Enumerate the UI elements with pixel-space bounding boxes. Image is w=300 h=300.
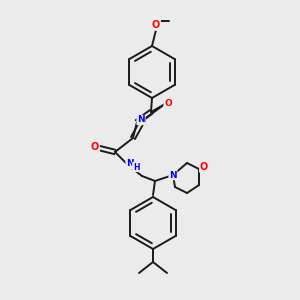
Text: O: O [91,142,99,152]
Text: N: N [126,160,134,169]
Text: H: H [133,163,139,172]
Text: O: O [200,162,208,172]
Text: O: O [164,100,172,109]
Text: O: O [152,20,160,30]
Text: N: N [169,170,177,179]
Text: N: N [137,116,145,124]
